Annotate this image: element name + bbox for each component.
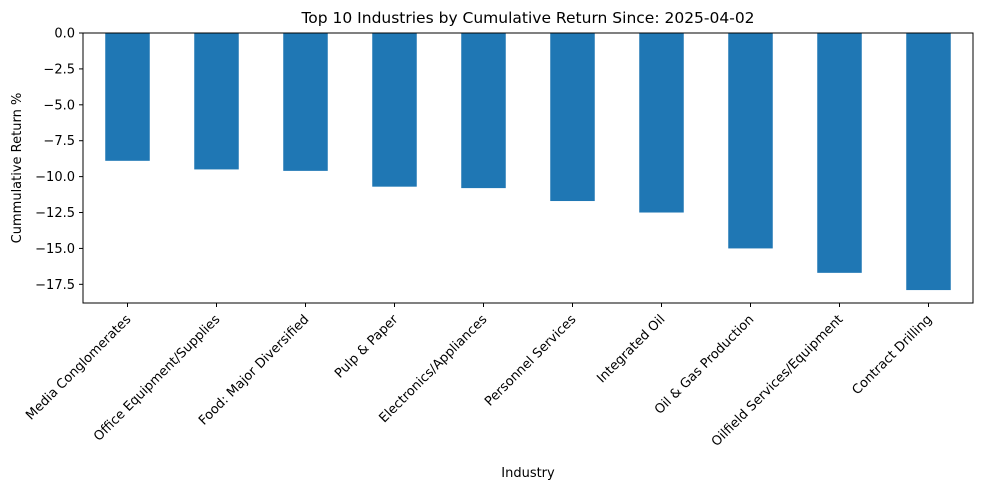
- y-tick-label: −2.5: [43, 62, 75, 77]
- bar: [372, 33, 417, 187]
- y-tick-label: −15.0: [35, 242, 75, 257]
- bars-group: [105, 33, 951, 291]
- x-tick-label: Oil & Gas Production: [652, 312, 757, 417]
- y-tick-label: −17.5: [35, 278, 75, 293]
- bar: [728, 33, 773, 249]
- y-tick-label: −12.5: [35, 206, 75, 221]
- plot-frame: [82, 32, 974, 304]
- bar: [105, 33, 150, 161]
- y-axis-title: Cummulative Return %: [10, 93, 25, 244]
- y-tick-label: −7.5: [43, 134, 75, 149]
- y-tick-label: −5.0: [43, 98, 75, 113]
- chart-title: Top 10 Industries by Cumulative Return S…: [300, 9, 754, 27]
- y-tick-label: 0.0: [54, 27, 75, 42]
- x-tick-label: Pulp & Paper: [332, 312, 402, 382]
- y-axis: 0.0 −2.5 −5.0 −7.5 −10.0 −12.5 −15.0 −17.5: [35, 27, 83, 293]
- bar: [639, 33, 684, 213]
- x-axis-title: Industry: [501, 466, 555, 481]
- y-tick-label: −10.0: [35, 170, 75, 185]
- bar: [550, 33, 595, 202]
- bar: [461, 33, 506, 189]
- bar: [194, 33, 239, 170]
- bar: [817, 33, 862, 273]
- x-tick-label: Personnel Services: [482, 312, 579, 409]
- x-tick-label: Integrated Oil: [594, 312, 668, 386]
- bar: [283, 33, 328, 171]
- bar: [906, 33, 951, 291]
- x-tick-label: Contract Drilling: [850, 312, 936, 398]
